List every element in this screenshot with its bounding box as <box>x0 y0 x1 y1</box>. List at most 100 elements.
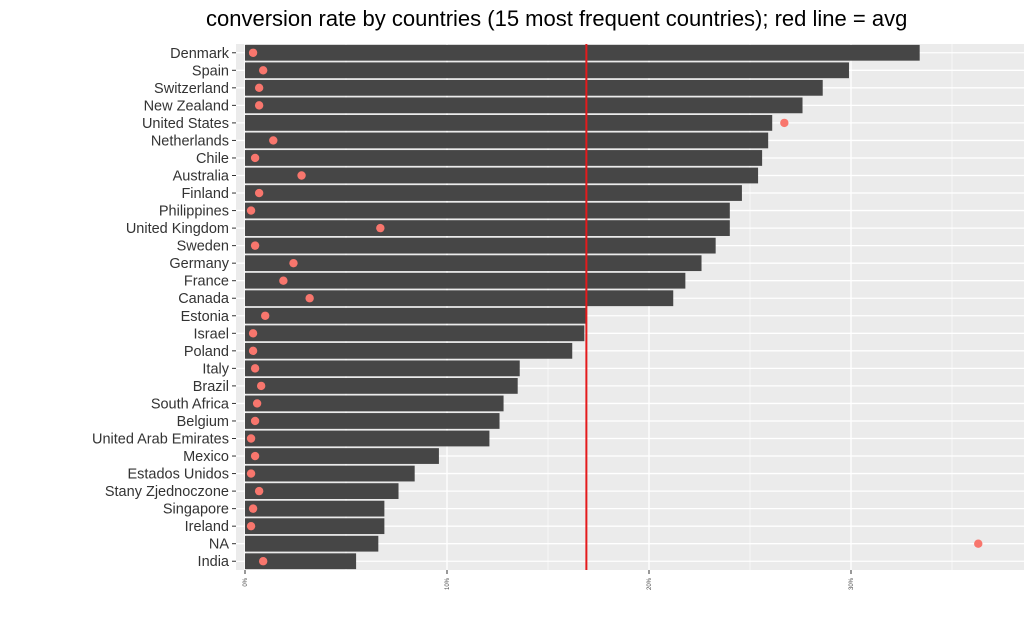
point-italy <box>250 364 260 373</box>
point-estonia <box>261 311 270 320</box>
bar-philippines <box>245 202 730 219</box>
point-ireland <box>246 521 256 531</box>
point-netherlands <box>269 136 278 145</box>
x-tick-label: 20% <box>647 577 653 590</box>
point-south-africa <box>252 399 262 408</box>
point-germany <box>289 258 298 268</box>
bar-switzerland <box>245 79 823 96</box>
point-finland <box>254 188 264 198</box>
y-tick-label: Poland <box>184 344 229 360</box>
y-tick-label: Stany Zjednoczone <box>105 484 229 500</box>
y-tick-label: United States <box>142 116 229 132</box>
bar-stany-zjednoczone <box>245 483 399 499</box>
bar-netherlands <box>245 132 769 149</box>
y-tick-label: United Arab Emirates <box>92 432 229 448</box>
point-estados-unidos <box>246 469 256 478</box>
point-stany-zjednoczone <box>254 486 264 496</box>
y-tick-label: Australia <box>173 169 230 185</box>
bar-na <box>245 535 379 552</box>
x-tick-label: 0% <box>243 577 249 586</box>
bar-estonia <box>245 307 587 324</box>
bar-singapore <box>245 500 385 517</box>
point-belgium <box>250 416 260 426</box>
y-tick-label: Israel <box>194 326 229 342</box>
y-tick-label: Netherlands <box>151 133 229 149</box>
bar-denmark <box>245 44 920 61</box>
y-tick-label: NA <box>209 537 229 553</box>
y-tick-label: Chile <box>196 151 229 167</box>
point-india <box>258 557 268 566</box>
y-tick-label: United Kingdom <box>126 221 229 237</box>
point-switzerland <box>254 83 264 93</box>
bar-canada <box>245 290 674 307</box>
y-tick-label: Italy <box>202 361 229 377</box>
points <box>246 48 983 566</box>
x-tick-label: 10% <box>445 577 451 590</box>
bar-united-states <box>245 115 773 131</box>
point-brazil <box>256 381 266 391</box>
point-mexico <box>250 451 260 461</box>
bar-new-zealand <box>245 97 803 114</box>
point-australia <box>297 171 306 180</box>
point-singapore <box>248 504 258 513</box>
bar-ireland <box>245 518 385 535</box>
y-tick-label: Singapore <box>163 502 229 518</box>
bar-israel <box>245 325 585 342</box>
point-israel <box>248 329 258 338</box>
y-tick-label: Finland <box>181 186 229 202</box>
point-sweden <box>250 241 260 250</box>
bar-south-africa <box>245 395 504 412</box>
point-united-kingdom <box>376 223 385 233</box>
bars <box>245 44 920 570</box>
bar-spain <box>245 62 849 79</box>
y-tick-label: Estonia <box>181 309 230 325</box>
bar-belgium <box>245 413 500 429</box>
point-canada <box>305 294 314 303</box>
y-tick-label: Switzerland <box>154 81 229 97</box>
bar-france <box>245 272 686 289</box>
y-tick-label: Denmark <box>170 46 230 62</box>
bar-united-kingdom <box>245 220 730 236</box>
bar-estados-unidos <box>245 465 415 482</box>
y-tick-label: Sweden <box>177 239 229 255</box>
y-tick-label: New Zealand <box>144 98 229 114</box>
bar-brazil <box>245 378 518 394</box>
point-united-states <box>780 118 789 128</box>
point-spain <box>258 66 268 75</box>
bar-united-arab-emirates <box>245 430 490 447</box>
y-tick-label: Estados Unidos <box>127 467 229 483</box>
chart-title: conversion rate by countries (15 most fr… <box>206 6 908 31</box>
bar-india <box>245 553 357 570</box>
y-tick-label: Brazil <box>193 379 229 395</box>
point-poland <box>248 346 258 356</box>
point-na <box>974 539 983 548</box>
y-tick-label: France <box>184 274 229 290</box>
bar-italy <box>245 360 520 377</box>
y-tick-label: Mexico <box>183 449 229 465</box>
x-axis: 0% 10% 20% 30% <box>243 570 855 590</box>
point-france <box>279 276 288 285</box>
point-philippines <box>246 206 256 215</box>
y-tick-label: India <box>198 554 230 570</box>
bar-poland <box>245 342 573 359</box>
plot-panel <box>236 44 1024 570</box>
point-new-zealand <box>254 101 264 110</box>
y-tick-label: Canada <box>178 291 230 307</box>
point-united-arab-emirates <box>246 434 256 443</box>
point-chile <box>250 153 260 163</box>
point-denmark <box>248 48 258 57</box>
y-tick-label: Ireland <box>185 519 229 535</box>
bar-mexico <box>245 448 439 464</box>
y-tick-label: Germany <box>169 256 229 272</box>
bar-chile <box>245 150 763 166</box>
bar-germany <box>245 255 702 272</box>
y-tick-label: Philippines <box>159 204 229 220</box>
bar-australia <box>245 167 759 184</box>
y-tick-label: Belgium <box>177 414 229 430</box>
x-tick-label: 30% <box>849 577 855 590</box>
bar-finland <box>245 185 742 201</box>
y-tick-label: South Africa <box>151 396 230 412</box>
bar-sweden <box>245 237 716 254</box>
